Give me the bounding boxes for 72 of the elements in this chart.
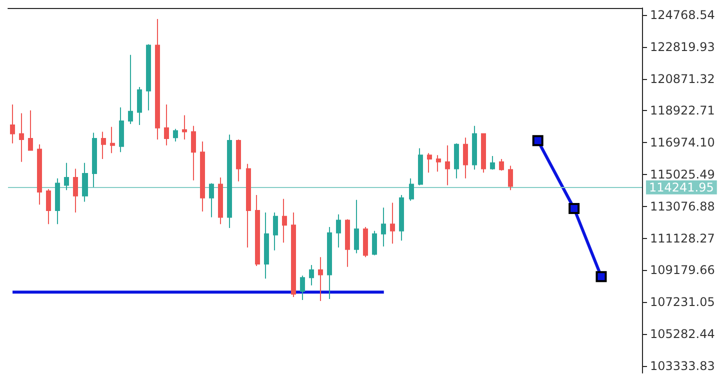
- candlestick: [246, 163, 251, 248]
- point: [568, 203, 580, 214]
- candlestick: [345, 218, 350, 268]
- candlestick: [173, 128, 178, 142]
- candlestick: [10, 104, 15, 144]
- candlestick: [264, 212, 269, 280]
- candlestick: [363, 226, 368, 258]
- candlestick: [445, 144, 450, 186]
- candlestick: [318, 256, 323, 302]
- y-tick-label: 109179.66: [650, 263, 715, 278]
- y-tick-label: 124768.54: [650, 8, 715, 22]
- y-tick-label: 103333.83: [650, 358, 715, 373]
- candlestick: [191, 125, 196, 181]
- candlestick: [218, 176, 223, 225]
- candlestick: [200, 140, 205, 212]
- candlestick: [101, 131, 106, 160]
- candlestick: [209, 182, 214, 218]
- candlestick: [336, 214, 341, 248]
- candlestick: [354, 199, 359, 254]
- candlestick: [508, 165, 513, 191]
- candlestick: [128, 54, 133, 124]
- candlestick: [55, 178, 60, 225]
- candlestick: [372, 230, 377, 256]
- candlestick: [182, 114, 187, 140]
- candlestick: [463, 137, 468, 179]
- candlestick: [436, 154, 441, 172]
- candlestick: [418, 148, 423, 186]
- y-tick-label: 115025.49: [650, 168, 715, 182]
- candlestick: [390, 202, 395, 244]
- candlestick: [427, 152, 432, 174]
- ref-line-label: 114241.95: [649, 180, 714, 194]
- candlestick: [282, 198, 287, 244]
- candlestick: [309, 264, 314, 286]
- candlestick: [82, 162, 88, 202]
- candlestick: [454, 142, 459, 179]
- candlestick: [236, 139, 241, 182]
- candlestick: [499, 158, 504, 172]
- candlestick: [73, 168, 78, 213]
- candlestick: [28, 110, 33, 151]
- candlestick: [300, 275, 305, 300]
- candlestick: [92, 132, 97, 188]
- candlestick: [381, 207, 386, 247]
- candlestick: [164, 104, 169, 146]
- candlestick: [155, 18, 160, 140]
- candlestick: [481, 133, 486, 174]
- candlestick: [37, 144, 42, 206]
- y-tick-label: 116974.10: [650, 136, 715, 150]
- candlestick: [327, 226, 332, 300]
- candlestick: [19, 112, 24, 162]
- candlestick: [472, 125, 477, 170]
- candlestick: [291, 212, 296, 298]
- y-tick-label: 122819.93: [650, 40, 715, 54]
- candlestick: [273, 212, 278, 251]
- candlestick: [399, 194, 404, 242]
- y-tick-label: 118922.71: [650, 104, 715, 118]
- candlestick: [110, 126, 115, 154]
- y-tick-label: 113076.88: [650, 199, 715, 214]
- y-tick-label: 105282.44: [650, 327, 715, 342]
- candlestick: [46, 188, 51, 225]
- candlestick: [409, 178, 414, 202]
- candlestick: [227, 134, 232, 229]
- candlestick: [64, 162, 69, 191]
- candlestick: [119, 106, 124, 153]
- point: [596, 271, 607, 282]
- candlestick: [146, 44, 151, 111]
- candlestick: [255, 194, 260, 266]
- candlestick: [137, 86, 142, 126]
- y-tick-label: 107231.05: [650, 295, 715, 310]
- candlestick: [490, 156, 495, 170]
- y-tick-label: 120871.32: [650, 72, 715, 86]
- point: [532, 135, 544, 146]
- y-tick-label: 111128.27: [650, 231, 715, 246]
